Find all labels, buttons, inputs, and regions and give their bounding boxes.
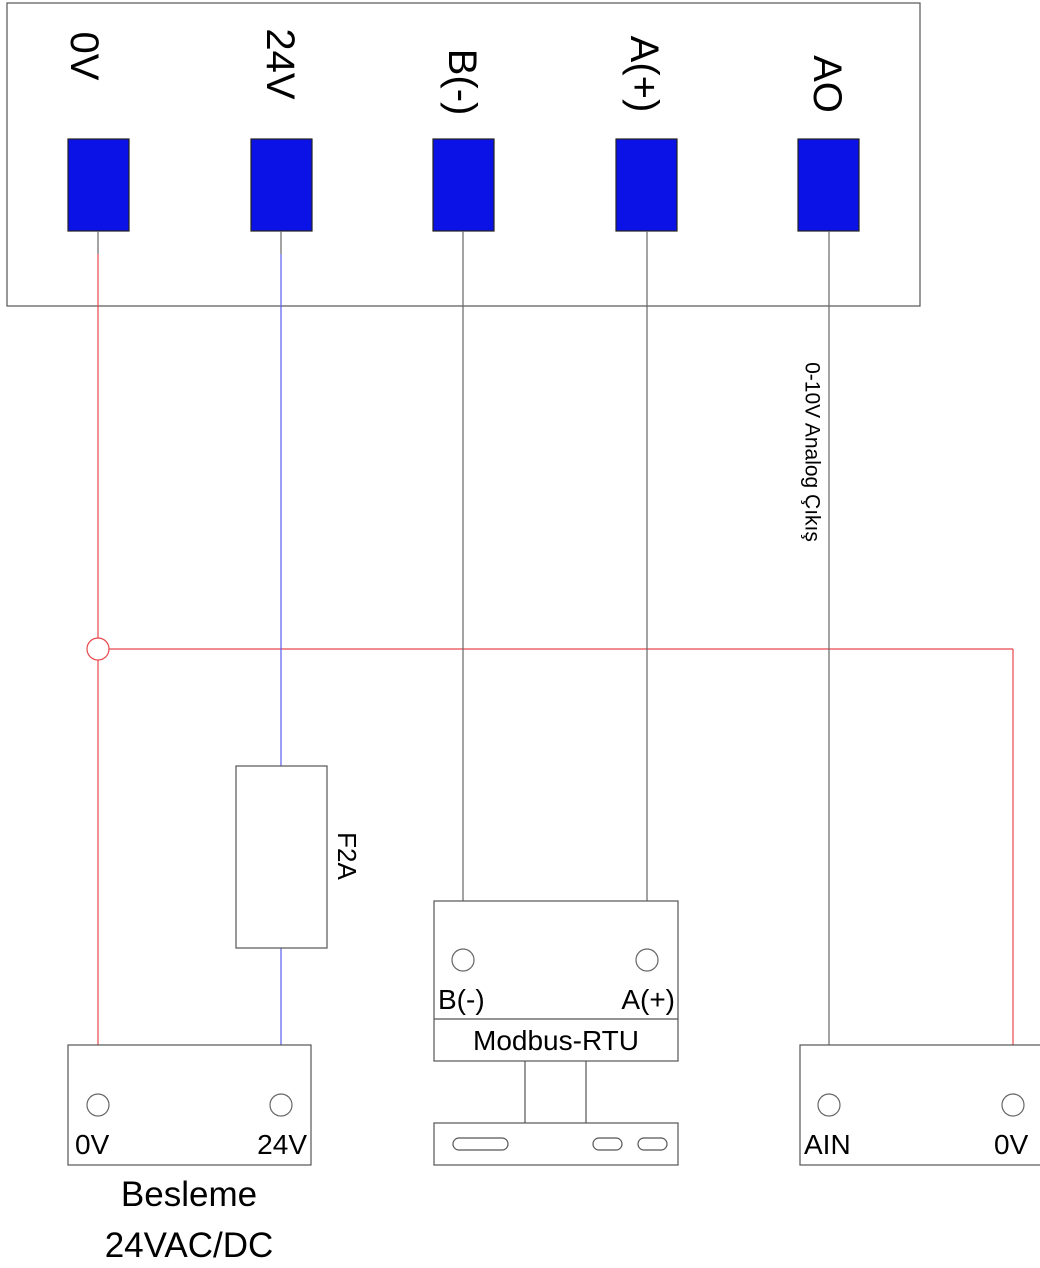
terminal-label-ao: AO: [805, 55, 849, 113]
modbus-pin-label-a-plus: A(+): [621, 984, 675, 1015]
supply-module: 0V 24V Besleme 24VAC/DC: [67, 1044, 312, 1265]
analog-input-pin-ain: [817, 1093, 841, 1117]
terminal-block-b-minus: [432, 138, 495, 232]
fuse: F2A: [235, 765, 362, 949]
terminal-b-minus: B(-): [432, 49, 495, 254]
terminal-label-b-minus: B(-): [440, 49, 484, 116]
analog-input-pin-0v: [1001, 1093, 1025, 1117]
modbus-title: Modbus-RTU: [473, 1025, 639, 1056]
supply-title-line2: 24VAC/DC: [105, 1226, 274, 1265]
terminal-ao: AO: [797, 55, 860, 254]
terminal-label-0v: 0V: [62, 32, 106, 81]
modbus-pin-a-plus: [635, 948, 659, 972]
fuse-label: F2A: [332, 832, 362, 880]
terminal-0v: 0V: [62, 32, 130, 254]
ao-note: 0-10V Analog Çıkış: [801, 362, 824, 542]
modbus-module: B(-) A(+) Modbus-RTU: [433, 900, 679, 1166]
modbus-box: [433, 900, 679, 1062]
supply-pin-label-24v: 24V: [257, 1129, 307, 1160]
analog-input-module: AIN 0V: [799, 1044, 1040, 1166]
supply-title-line1: Besleme: [121, 1175, 257, 1214]
analog-input-pin-label-0v: 0V: [994, 1129, 1029, 1160]
terminal-block-a-plus: [615, 138, 678, 232]
terminal-block-ao: [797, 138, 860, 232]
terminal-block-24v: [250, 138, 313, 232]
modbus-pin-b-minus: [451, 948, 475, 972]
modbus-pin-label-b-minus: B(-): [438, 984, 485, 1015]
terminal-label-a-plus: A(+): [622, 36, 666, 113]
terminal-label-24v: 24V: [258, 28, 302, 99]
junction-node: [86, 637, 110, 661]
analog-input-pin-label-ain: AIN: [804, 1129, 851, 1160]
terminal-a-plus: A(+): [615, 36, 678, 254]
terminal-block-0v: [67, 138, 130, 232]
terminal-24v: 24V: [250, 28, 313, 254]
fuse-body: [235, 765, 328, 949]
supply-pin-label-0v: 0V: [75, 1129, 110, 1160]
supply-pin-24v: [269, 1093, 293, 1117]
supply-pin-0v: [86, 1093, 110, 1117]
